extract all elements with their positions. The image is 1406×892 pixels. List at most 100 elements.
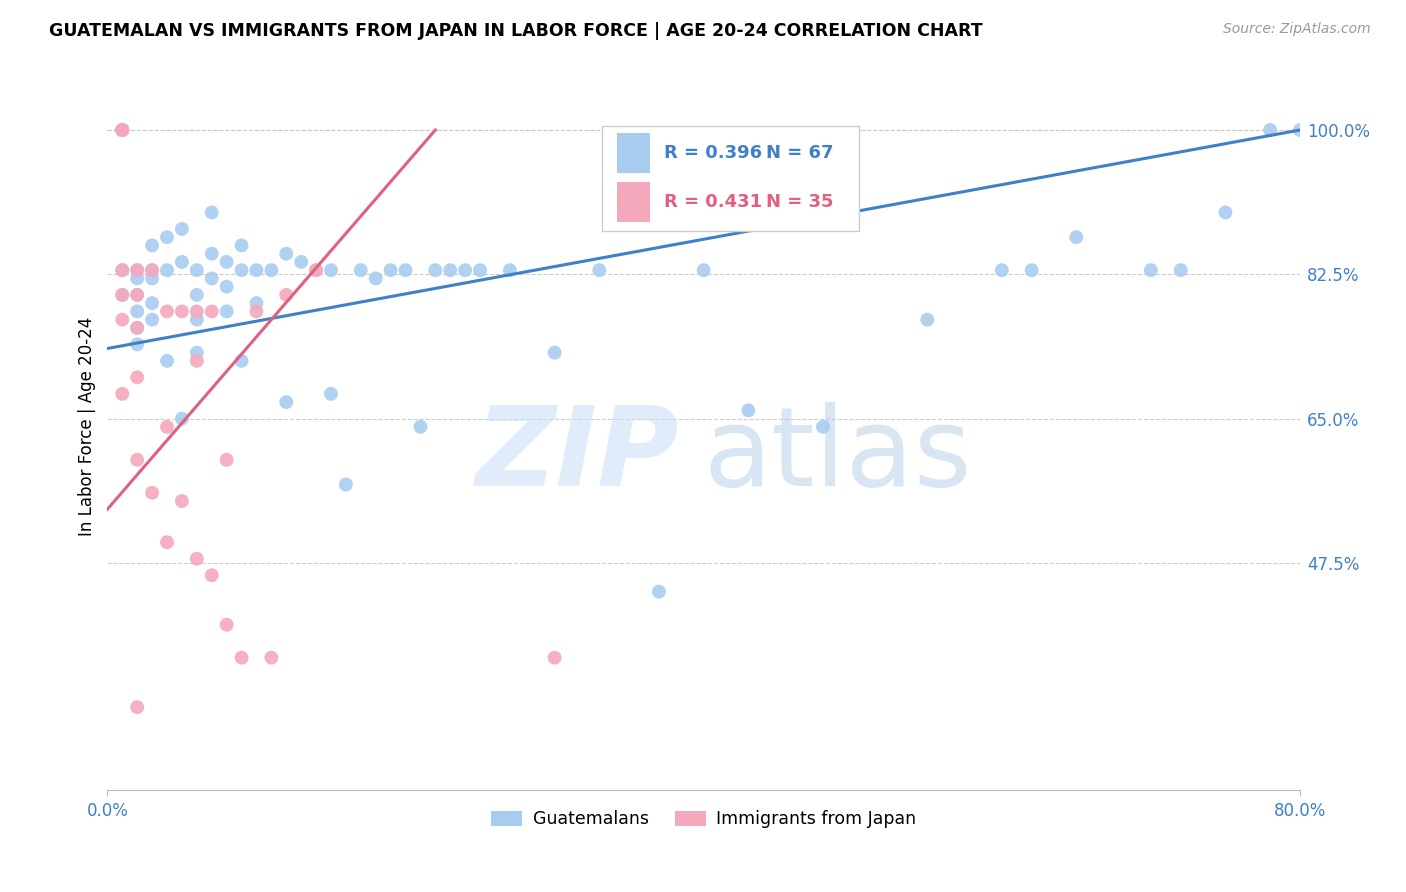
Point	[692, 263, 714, 277]
Text: Source: ZipAtlas.com: Source: ZipAtlas.com	[1223, 22, 1371, 37]
Point	[141, 485, 163, 500]
Point	[127, 452, 149, 467]
Point	[201, 271, 224, 285]
Point	[141, 238, 163, 252]
Point	[127, 263, 149, 277]
Point	[231, 354, 253, 368]
Point	[156, 263, 179, 277]
Point	[1170, 263, 1192, 277]
Text: atlas: atlas	[703, 402, 972, 509]
Point	[215, 255, 238, 269]
Point	[111, 263, 134, 277]
Point	[186, 551, 208, 566]
Point	[186, 263, 208, 277]
Bar	[617, 182, 650, 222]
Point	[276, 288, 298, 302]
Point	[111, 263, 134, 277]
Point	[127, 337, 149, 351]
Text: N = 67: N = 67	[766, 145, 834, 162]
Point	[156, 354, 179, 368]
Point	[319, 263, 342, 277]
Point	[111, 387, 134, 401]
Point	[141, 271, 163, 285]
Text: R = 0.396: R = 0.396	[664, 145, 762, 162]
Point	[588, 263, 610, 277]
Bar	[617, 133, 650, 173]
Point	[156, 535, 179, 549]
Point	[156, 419, 179, 434]
Point	[290, 255, 312, 269]
Point	[215, 617, 238, 632]
Point	[141, 263, 163, 277]
Point	[335, 477, 357, 491]
Point	[127, 370, 149, 384]
Point	[111, 288, 134, 302]
Point	[215, 304, 238, 318]
Point	[499, 263, 522, 277]
Point	[231, 238, 253, 252]
Point	[186, 304, 208, 318]
Point	[127, 321, 149, 335]
Point	[111, 123, 134, 137]
Point	[127, 271, 149, 285]
Point	[111, 288, 134, 302]
Point	[186, 345, 208, 359]
Point	[201, 205, 224, 219]
Point	[543, 345, 565, 359]
Point	[1215, 205, 1237, 219]
Point	[737, 403, 759, 417]
Point	[127, 288, 149, 302]
Point	[141, 296, 163, 310]
Text: R = 0.431: R = 0.431	[664, 193, 762, 211]
Point	[305, 263, 328, 277]
Point	[409, 419, 432, 434]
Point	[425, 263, 447, 277]
Point	[1066, 230, 1088, 244]
Point	[201, 568, 224, 582]
Text: GUATEMALAN VS IMMIGRANTS FROM JAPAN IN LABOR FORCE | AGE 20-24 CORRELATION CHART: GUATEMALAN VS IMMIGRANTS FROM JAPAN IN L…	[49, 22, 983, 40]
Point	[186, 312, 208, 326]
Point	[1021, 263, 1043, 277]
Point	[305, 263, 328, 277]
Point	[141, 312, 163, 326]
Point	[141, 263, 163, 277]
Point	[276, 395, 298, 409]
Point	[231, 650, 253, 665]
Point	[111, 312, 134, 326]
Point	[215, 452, 238, 467]
Point	[156, 230, 179, 244]
Point	[260, 263, 283, 277]
Point	[170, 304, 193, 318]
Point	[156, 304, 179, 318]
Point	[394, 263, 416, 277]
Point	[170, 494, 193, 508]
Point	[201, 246, 224, 260]
Legend: Guatemalans, Immigrants from Japan: Guatemalans, Immigrants from Japan	[484, 804, 924, 835]
Point	[811, 419, 834, 434]
Point	[1258, 123, 1281, 137]
Point	[111, 123, 134, 137]
Point	[454, 263, 477, 277]
Point	[186, 288, 208, 302]
Point	[276, 246, 298, 260]
Point	[1289, 123, 1312, 137]
Point	[648, 584, 671, 599]
Point	[170, 411, 193, 425]
Point	[319, 387, 342, 401]
Point	[245, 304, 267, 318]
Point	[380, 263, 402, 277]
Text: N = 35: N = 35	[766, 193, 834, 211]
Point	[917, 312, 939, 326]
Point	[127, 321, 149, 335]
Point	[245, 296, 267, 310]
Point	[127, 288, 149, 302]
Point	[364, 271, 387, 285]
Point	[231, 263, 253, 277]
Point	[111, 123, 134, 137]
Point	[468, 263, 491, 277]
Point	[111, 123, 134, 137]
Point	[201, 304, 224, 318]
Point	[245, 263, 267, 277]
Point	[991, 263, 1014, 277]
Point	[127, 700, 149, 714]
